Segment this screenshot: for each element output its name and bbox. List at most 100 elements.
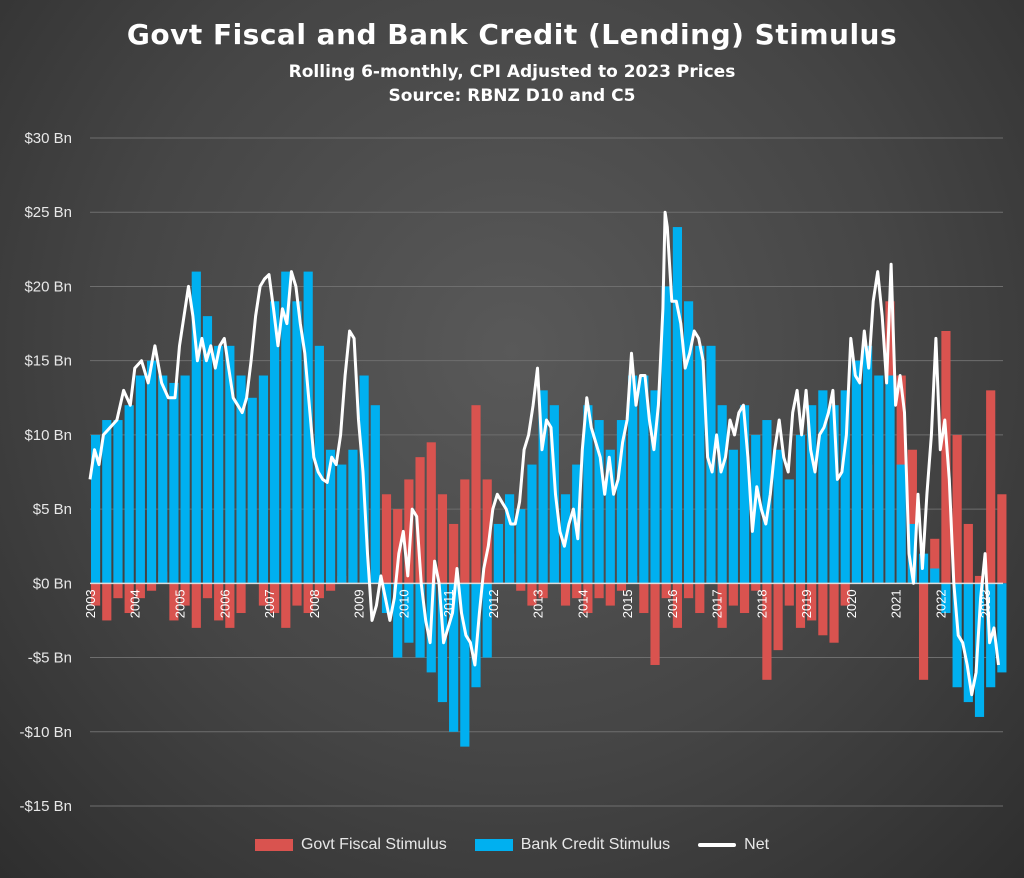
credit-bar [594, 420, 604, 584]
credit-bar [270, 301, 280, 584]
credit-bar [728, 449, 738, 584]
fiscal-bar [616, 583, 627, 591]
fiscal-bar [270, 583, 280, 614]
credit-bar [527, 464, 537, 584]
fiscal-bar [560, 583, 571, 606]
credit-bar [393, 583, 403, 658]
fiscal-bar [437, 494, 448, 584]
fiscal-bar [795, 583, 806, 628]
fiscal-bar [404, 479, 414, 584]
credit-bar [974, 583, 985, 717]
x-tick-label: 2006 [217, 589, 232, 618]
fiscal-bar [146, 583, 157, 591]
fiscal-bar [605, 583, 615, 606]
fiscal-bar [381, 494, 392, 584]
x-tick-label: 2007 [262, 589, 277, 618]
x-tick-label: 2021 [889, 589, 904, 618]
fiscal-bar [773, 583, 783, 651]
credit-bar [191, 271, 201, 584]
credit-bar [583, 405, 593, 584]
credit-bar [102, 420, 112, 584]
y-tick-label: $30 Bn [24, 130, 72, 147]
fiscal-bar [225, 583, 235, 628]
fiscal-bar [807, 583, 817, 621]
fiscal-bar [717, 583, 727, 628]
fiscal-bar [918, 583, 929, 680]
legend-swatch-net [698, 843, 737, 847]
credit-bar [404, 583, 414, 643]
credit-bar [415, 583, 425, 658]
fiscal-bar [191, 583, 201, 628]
x-tick-label: 2017 [710, 589, 725, 618]
fiscal-bar [684, 583, 694, 599]
credit-bar [180, 375, 190, 584]
credit-bar [449, 583, 459, 732]
fiscal-bar [941, 330, 951, 584]
credit-bar [146, 360, 157, 584]
legend-item-fiscal[interactable]: Govt Fiscal Stimulus [254, 836, 447, 854]
fiscal-bar [292, 583, 302, 606]
fiscal-bar [135, 583, 145, 599]
y-tick-label: $0 Bn [33, 575, 72, 592]
credit-bar [695, 345, 705, 584]
credit-bar [941, 583, 951, 614]
credit-bar [214, 345, 224, 584]
fiscal-bar [538, 583, 548, 599]
fiscal-bar [762, 583, 772, 680]
fiscal-bar [102, 583, 112, 621]
credit-bar [661, 286, 671, 584]
x-tick-label: 2012 [486, 589, 501, 618]
credit-bar [739, 405, 750, 584]
fiscal-bar [583, 583, 593, 614]
x-tick-label: 2019 [799, 589, 814, 618]
credit-bar [605, 449, 615, 584]
legend: Govt Fiscal Stimulus Bank Credit Stimulu… [0, 836, 1024, 854]
credit-bar [773, 449, 783, 584]
x-tick-label: 2008 [307, 589, 322, 618]
fiscal-bar [672, 583, 682, 628]
credit-bar [169, 382, 179, 584]
fiscal-bar [930, 538, 940, 584]
credit-bar [717, 405, 727, 584]
credit-bar [135, 375, 145, 584]
credit-bar [672, 227, 682, 584]
credit-bar [292, 301, 302, 584]
fiscal-bar [415, 457, 425, 584]
credit-bar [851, 360, 862, 584]
fiscal-bar [169, 583, 179, 621]
legend-label-fiscal: Govt Fiscal Stimulus [300, 836, 447, 853]
legend-item-credit[interactable]: Bank Credit Stimulus [474, 836, 671, 854]
x-tick-label: 2003 [83, 589, 98, 618]
chart-subtitle: Rolling 6-monthly, CPI Adjusted to 2023 … [288, 62, 736, 82]
credit-bar [504, 494, 515, 584]
credit-bar [807, 405, 817, 584]
fiscal-bar [516, 583, 526, 591]
fiscal-bar [393, 509, 403, 584]
credit-bar [616, 420, 627, 584]
credit-bar [997, 583, 1007, 673]
credit-bar [863, 345, 873, 584]
fiscal-bar [325, 583, 336, 591]
legend-swatch-credit [474, 839, 513, 851]
credit-bar [124, 405, 134, 584]
fiscal-bar [236, 583, 246, 614]
fiscal-bar [460, 479, 470, 584]
x-tick-label: 2011 [441, 589, 456, 617]
fiscal-bar [594, 583, 604, 599]
credit-bar [314, 345, 324, 584]
fiscal-bar [527, 583, 537, 606]
credit-bar [874, 375, 884, 584]
y-tick-label: $5 Bn [33, 501, 72, 518]
x-tick-label: 2009 [352, 589, 367, 618]
x-tick-label: 2020 [844, 589, 859, 618]
credit-bar [158, 375, 168, 584]
fiscal-bar [426, 442, 436, 584]
x-tick-label: 2014 [575, 589, 590, 618]
chart-title: Govt Fiscal and Bank Credit (Lending) St… [126, 18, 898, 51]
x-tick-label: 2016 [665, 589, 680, 618]
net-line-group [88, 210, 1000, 697]
legend-label-credit: Bank Credit Stimulus [520, 836, 671, 853]
credit-bar [907, 523, 917, 584]
legend-item-net[interactable]: Net [698, 836, 769, 854]
